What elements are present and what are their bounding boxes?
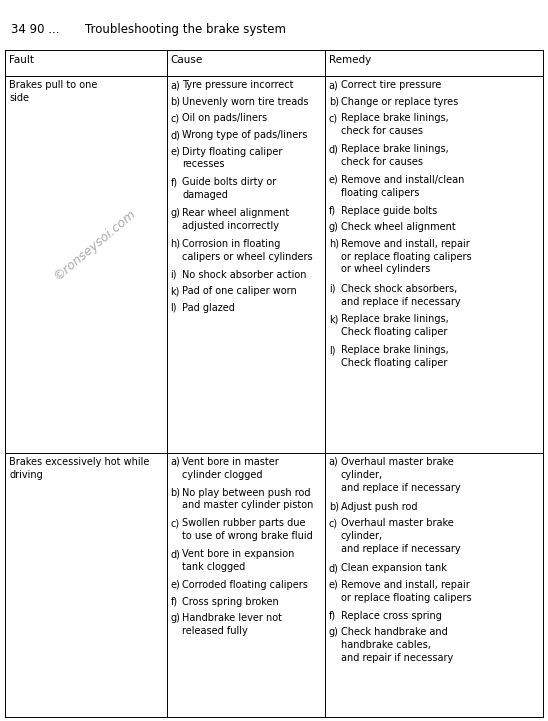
Text: b): b)	[329, 502, 339, 512]
Text: Brakes pull to one
side: Brakes pull to one side	[9, 80, 98, 103]
Text: Oil on pads/liners: Oil on pads/liners	[182, 113, 267, 123]
Text: Tyre pressure incorrect: Tyre pressure incorrect	[182, 80, 294, 90]
Text: g): g)	[170, 613, 180, 623]
Text: Rear wheel alignment
adjusted incorrectly: Rear wheel alignment adjusted incorrectl…	[182, 208, 290, 231]
Text: c): c)	[329, 113, 338, 123]
Text: Check shock absorbers,
and replace if necessary: Check shock absorbers, and replace if ne…	[341, 283, 460, 306]
Text: d): d)	[170, 549, 180, 559]
Text: 34 90 ...: 34 90 ...	[11, 23, 60, 36]
Text: Replace brake linings,
Check floating caliper: Replace brake linings, Check floating ca…	[341, 345, 449, 368]
Text: Wrong type of pads/liners: Wrong type of pads/liners	[182, 130, 308, 140]
Text: c): c)	[170, 113, 180, 123]
Text: Fault: Fault	[9, 55, 35, 65]
Text: c): c)	[170, 518, 180, 528]
Text: Overhaul master brake
cylinder,
and replace if necessary: Overhaul master brake cylinder, and repl…	[341, 457, 460, 492]
Text: Adjust push rod: Adjust push rod	[341, 502, 418, 512]
Text: h): h)	[170, 239, 180, 249]
Text: e): e)	[329, 175, 339, 185]
Text: k): k)	[329, 314, 338, 324]
Text: Corrosion in floating
calipers or wheel cylinders: Corrosion in floating calipers or wheel …	[182, 239, 313, 262]
Text: a): a)	[170, 80, 180, 90]
Text: g): g)	[170, 208, 180, 218]
Text: d): d)	[329, 563, 339, 573]
Text: Swollen rubber parts due
to use of wrong brake fluid: Swollen rubber parts due to use of wrong…	[182, 518, 313, 541]
Text: e): e)	[170, 146, 180, 156]
Text: b): b)	[170, 97, 180, 107]
Text: f): f)	[329, 611, 336, 621]
Text: Check handbrake and
handbrake cables,
and repair if necessary: Check handbrake and handbrake cables, an…	[341, 627, 453, 663]
Text: Troubleshooting the brake system: Troubleshooting the brake system	[85, 23, 286, 36]
Text: Pad glazed: Pad glazed	[182, 303, 235, 313]
Text: Replace brake linings,
Check floating caliper: Replace brake linings, Check floating ca…	[341, 314, 449, 337]
Text: Vent bore in master
cylinder clogged: Vent bore in master cylinder clogged	[182, 457, 279, 479]
Text: f): f)	[329, 205, 336, 216]
Text: g): g)	[329, 222, 339, 232]
Text: Remove and install, repair
or replace floating calipers
or wheel cylinders: Remove and install, repair or replace fl…	[341, 239, 471, 275]
Text: b): b)	[170, 487, 180, 497]
Text: Cross spring broken: Cross spring broken	[182, 596, 279, 606]
Text: l): l)	[170, 303, 177, 313]
Text: b): b)	[329, 97, 339, 107]
Text: Dirty floating caliper
recesses: Dirty floating caliper recesses	[182, 146, 283, 169]
Text: a): a)	[170, 457, 180, 467]
Text: Handbrake lever not
released fully: Handbrake lever not released fully	[182, 613, 282, 636]
Text: Replace guide bolts: Replace guide bolts	[341, 205, 437, 216]
Text: Replace brake linings,
check for causes: Replace brake linings, check for causes	[341, 144, 449, 167]
Text: Check wheel alignment: Check wheel alignment	[341, 222, 455, 232]
Text: e): e)	[170, 580, 180, 590]
Text: a): a)	[329, 80, 339, 90]
Text: Pad of one caliper worn: Pad of one caliper worn	[182, 286, 297, 296]
Text: No shock absorber action: No shock absorber action	[182, 270, 307, 280]
Text: Brakes excessively hot while
driving: Brakes excessively hot while driving	[9, 457, 150, 479]
Text: f): f)	[170, 596, 178, 606]
Text: Clean expansion tank: Clean expansion tank	[341, 563, 447, 573]
Text: Overhaul master brake
cylinder,
and replace if necessary: Overhaul master brake cylinder, and repl…	[341, 518, 460, 554]
Text: Change or replace tyres: Change or replace tyres	[341, 97, 458, 107]
Text: Guide bolts dirty or
damaged: Guide bolts dirty or damaged	[182, 177, 277, 200]
Text: Replace brake linings,
check for causes: Replace brake linings, check for causes	[341, 113, 449, 136]
Text: f): f)	[170, 177, 178, 187]
Text: Replace cross spring: Replace cross spring	[341, 611, 442, 621]
Text: d): d)	[329, 144, 339, 154]
Text: Vent bore in expansion
tank clogged: Vent bore in expansion tank clogged	[182, 549, 295, 572]
Text: k): k)	[170, 286, 180, 296]
Text: No play between push rod
and master cylinder piston: No play between push rod and master cyli…	[182, 487, 314, 510]
Text: Correct tire pressure: Correct tire pressure	[341, 80, 441, 90]
Text: Remedy: Remedy	[329, 55, 371, 65]
Text: c): c)	[329, 518, 338, 528]
Text: Corroded floating calipers: Corroded floating calipers	[182, 580, 309, 590]
Text: e): e)	[329, 580, 339, 590]
Text: i): i)	[170, 270, 177, 280]
Text: a): a)	[329, 457, 339, 467]
Text: Remove and install/clean
floating calipers: Remove and install/clean floating calipe…	[341, 175, 464, 198]
Text: d): d)	[170, 130, 180, 140]
Text: Cause: Cause	[170, 55, 203, 65]
Text: h): h)	[329, 239, 339, 249]
Text: Remove and install, repair
or replace floating calipers: Remove and install, repair or replace fl…	[341, 580, 471, 603]
Text: l): l)	[329, 345, 335, 355]
Text: Unevenly worn tire treads: Unevenly worn tire treads	[182, 97, 309, 107]
Text: g): g)	[329, 627, 339, 637]
Text: i): i)	[329, 283, 335, 293]
Text: ©ronseysoi.com: ©ronseysoi.com	[50, 208, 138, 283]
